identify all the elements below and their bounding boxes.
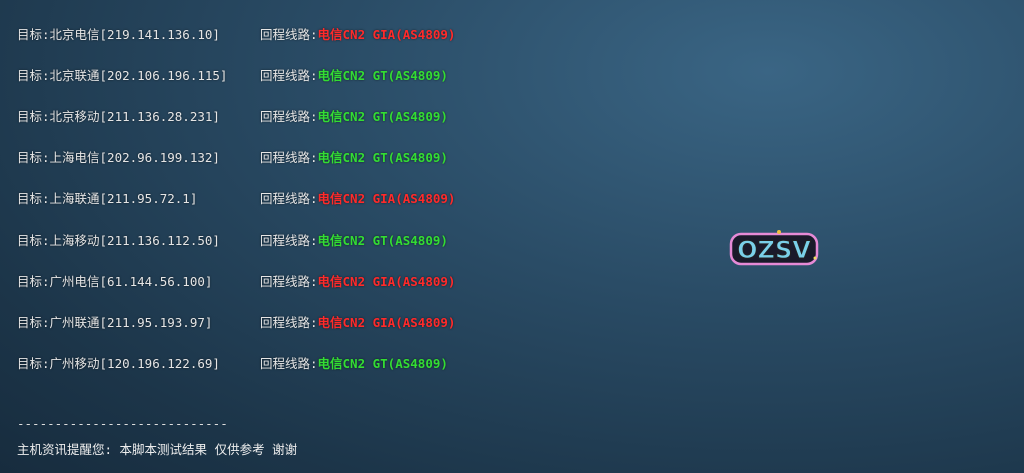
ozsv-logo: OZSV bbox=[729, 230, 819, 266]
route-label: 回程线路: bbox=[260, 68, 318, 83]
trace-row: 目标:上海移动[211.136.112.50] 回程线路:电信CN2 GT(AS4… bbox=[17, 232, 448, 250]
route-label: 回程线路: bbox=[260, 191, 318, 206]
route-info: 回程线路:电信CN2 GT(AS4809) bbox=[260, 355, 448, 373]
route-label: 回程线路: bbox=[260, 109, 318, 124]
route-info: 回程线路:电信CN2 GT(AS4809) bbox=[260, 108, 448, 126]
target-label: 目标:上海联通[211.95.72.1] bbox=[17, 191, 198, 206]
route-value: 电信CN2 GIA(AS4809) bbox=[317, 191, 456, 206]
route-value: 电信CN2 GIA(AS4809) bbox=[317, 27, 456, 42]
route-label: 回程线路: bbox=[260, 233, 318, 248]
route-label: 回程线路: bbox=[260, 27, 318, 42]
trace-row: 目标:北京移动[211.136.28.231] 回程线路:电信CN2 GT(AS4… bbox=[17, 108, 448, 126]
trace-row: 目标:上海电信[202.96.199.132] 回程线路:电信CN2 GT(AS4… bbox=[17, 149, 448, 167]
separator: ---------------------------- bbox=[17, 416, 228, 431]
trace-row: 目标:广州联通[211.95.193.97] 回程线路:电信CN2 GIA(AS4… bbox=[17, 314, 455, 332]
route-value: 电信CN2 GIA(AS4809) bbox=[317, 274, 456, 289]
route-info: 回程线路:电信CN2 GIA(AS4809) bbox=[260, 26, 455, 44]
route-value: 电信CN2 GT(AS4809) bbox=[317, 233, 448, 248]
svg-text:OZSV: OZSV bbox=[737, 236, 811, 264]
footer-note: 主机资讯提醒您: 本脚本测试结果 仅供参考 谢谢 bbox=[17, 442, 298, 457]
target-label: 目标:北京移动[211.136.28.231] bbox=[17, 109, 220, 124]
trace-row: 目标:上海联通[211.95.72.1] 回程线路:电信CN2 GIA(AS480… bbox=[17, 190, 455, 208]
route-info: 回程线路:电信CN2 GIA(AS4809) bbox=[260, 190, 455, 208]
route-label: 回程线路: bbox=[260, 150, 318, 165]
target-label: 目标:广州移动[120.196.122.69] bbox=[17, 356, 220, 371]
target-label: 目标:上海移动[211.136.112.50] bbox=[17, 233, 220, 248]
route-info: 回程线路:电信CN2 GT(AS4809) bbox=[260, 67, 448, 85]
route-value: 电信CN2 GT(AS4809) bbox=[317, 109, 448, 124]
trace-row: 目标:广州移动[120.196.122.69] 回程线路:电信CN2 GT(AS4… bbox=[17, 355, 448, 373]
trace-row: 目标:北京电信[219.141.136.10] 回程线路:电信CN2 GIA(AS… bbox=[17, 26, 455, 44]
route-value: 电信CN2 GT(AS4809) bbox=[317, 150, 448, 165]
route-info: 回程线路:电信CN2 GT(AS4809) bbox=[260, 232, 448, 250]
target-label: 目标:广州联通[211.95.193.97] bbox=[17, 315, 213, 330]
route-info: 回程线路:电信CN2 GIA(AS4809) bbox=[260, 273, 455, 291]
route-label: 回程线路: bbox=[260, 356, 318, 371]
trace-row: 目标:广州电信[61.144.56.100] 回程线路:电信CN2 GIA(AS4… bbox=[17, 273, 455, 291]
trace-row: 目标:北京联通[202.106.196.115] 回程线路:电信CN2 GT(AS… bbox=[17, 67, 448, 85]
route-info: 回程线路:电信CN2 GIA(AS4809) bbox=[260, 314, 455, 332]
route-info: 回程线路:电信CN2 GT(AS4809) bbox=[260, 149, 448, 167]
route-value: 电信CN2 GIA(AS4809) bbox=[317, 315, 456, 330]
route-label: 回程线路: bbox=[260, 315, 318, 330]
route-value: 电信CN2 GT(AS4809) bbox=[317, 68, 448, 83]
target-label: 目标:广州电信[61.144.56.100] bbox=[17, 274, 213, 289]
route-value: 电信CN2 GT(AS4809) bbox=[317, 356, 448, 371]
target-label: 目标:北京联通[202.106.196.115] bbox=[17, 68, 228, 83]
target-label: 目标:北京电信[219.141.136.10] bbox=[17, 27, 220, 42]
route-label: 回程线路: bbox=[260, 274, 318, 289]
target-label: 目标:上海电信[202.96.199.132] bbox=[17, 150, 220, 165]
